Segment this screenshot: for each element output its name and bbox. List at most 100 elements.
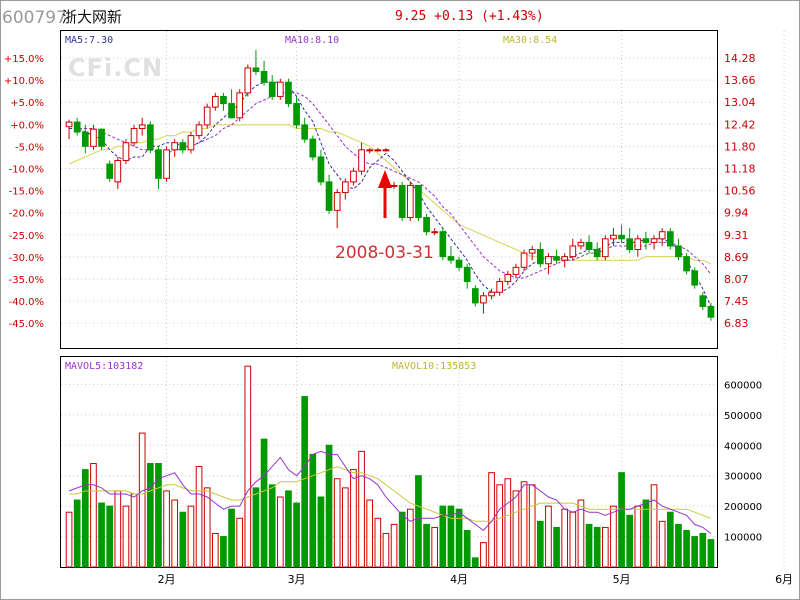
candle: [650, 235, 658, 250]
candle: [707, 302, 715, 321]
candle: [65, 119, 73, 140]
candle: [114, 156, 122, 189]
volume-bar: [203, 487, 211, 568]
volume-bar: [683, 529, 690, 568]
candle: [317, 149, 325, 186]
right-tick-label: 10.56: [724, 185, 756, 198]
volume-bar: [423, 523, 430, 568]
volume-bar: [569, 511, 577, 568]
candle: [642, 231, 650, 250]
candle: [512, 263, 520, 278]
volume-bar: [626, 514, 634, 568]
candle: [447, 245, 455, 264]
candle: [333, 188, 341, 229]
right-axis-labels: 14.28 13.66 13.04 12.42 11.80 11.18 10.56 9.94 9…: [724, 52, 756, 330]
volume-tick-label: 500000: [724, 411, 762, 422]
volume-bar: [325, 444, 333, 568]
volume-bar: [122, 505, 130, 568]
left-tick-label: -5.0%: [15, 142, 44, 153]
volume-bar: [390, 523, 398, 568]
left-tick-label: -30.0%: [9, 253, 44, 264]
candle: [577, 238, 585, 250]
left-tick-label: -15.0%: [9, 187, 44, 198]
volume-bar: [536, 520, 544, 568]
candle: [236, 89, 244, 122]
mavol5-line: [68, 450, 712, 534]
volume-bar: [528, 484, 536, 568]
volume-bar: [577, 499, 585, 568]
volume-bar: [545, 505, 552, 568]
candle: [301, 117, 309, 143]
candle: [252, 50, 260, 76]
candle: [528, 245, 536, 261]
volume-bar: [260, 438, 268, 568]
candle: [228, 89, 235, 119]
candle: [520, 249, 528, 271]
mavol10-legend: MAVOL10:135853: [392, 361, 476, 372]
candle: [98, 128, 105, 150]
candle: [138, 117, 146, 136]
candle: [382, 148, 390, 152]
candle: [561, 253, 569, 268]
candle: [634, 235, 642, 257]
volume-bar: [650, 484, 658, 568]
volume-bar: [707, 539, 715, 568]
candle: [406, 181, 414, 222]
left-tick-label: -40.0%: [9, 297, 44, 308]
candle: [626, 228, 634, 254]
volume-bar: [675, 523, 682, 568]
candle: [358, 142, 365, 175]
annotation-arrow: [378, 170, 392, 218]
candle: [268, 75, 276, 101]
x-tick-label: 3月: [288, 573, 306, 586]
volume-bar: [350, 469, 357, 568]
volume-bar: [179, 511, 187, 568]
volume-tick-label: 100000: [724, 533, 762, 544]
volume-bar: [228, 508, 235, 568]
mavol10-line: [69, 466, 712, 522]
volume-bar: [512, 490, 520, 568]
candle: [618, 224, 625, 243]
candle: [73, 117, 81, 136]
volume-bar: [480, 542, 487, 568]
candle: [691, 267, 699, 289]
price-panel: CFi.CN MA5:7.30 MA10:8.10 MA30:8.54 +15.…: [4, 30, 785, 349]
left-tick-label: -20.0%: [9, 209, 44, 220]
candle: [293, 96, 300, 129]
candle: [610, 228, 617, 246]
candle: [285, 78, 292, 108]
volume-bar: [309, 453, 317, 568]
volume-bar: [406, 508, 414, 568]
left-tick-label: -10.0%: [9, 165, 44, 176]
right-tick-label: 8.07: [724, 273, 749, 286]
volume-bar: [195, 466, 203, 568]
candle: [350, 167, 357, 186]
volume-bar: [610, 505, 617, 568]
volume-bar: [65, 511, 73, 568]
x-axis-labels: 2月 3月 4月 5月 6月: [158, 573, 794, 586]
candle: [220, 92, 227, 111]
volume-bar: [520, 481, 528, 568]
volume-bar: [398, 511, 406, 568]
volume-bar: [301, 396, 309, 568]
ma30-line: [68, 124, 712, 265]
volume-bar: [699, 533, 707, 568]
candle: [187, 132, 195, 154]
volume-bar: [496, 484, 504, 568]
x-tick-label: 4月: [450, 573, 468, 586]
volume-tick-label: 300000: [724, 472, 762, 483]
volume-bar: [146, 463, 154, 568]
volume-bar: [81, 469, 89, 568]
candle: [260, 60, 268, 86]
volume-bar: [98, 502, 105, 568]
volume-axis-labels: 600000 500000 400000 300000 200000 100000: [724, 380, 762, 543]
volume-tick-label: 200000: [724, 502, 762, 513]
stock-code: 600797: [2, 8, 67, 28]
ma-legend: MA5:7.30 MA10:8.10 MA30:8.54: [65, 35, 557, 46]
left-tick-label: +5.0%: [10, 98, 44, 109]
ma30-legend: MA30:8.54: [503, 35, 557, 46]
right-tick-label: 9.31: [724, 229, 749, 242]
left-tick-label: +15.0%: [4, 54, 44, 65]
right-tick-label: 8.69: [724, 251, 749, 264]
candle: [431, 228, 439, 236]
